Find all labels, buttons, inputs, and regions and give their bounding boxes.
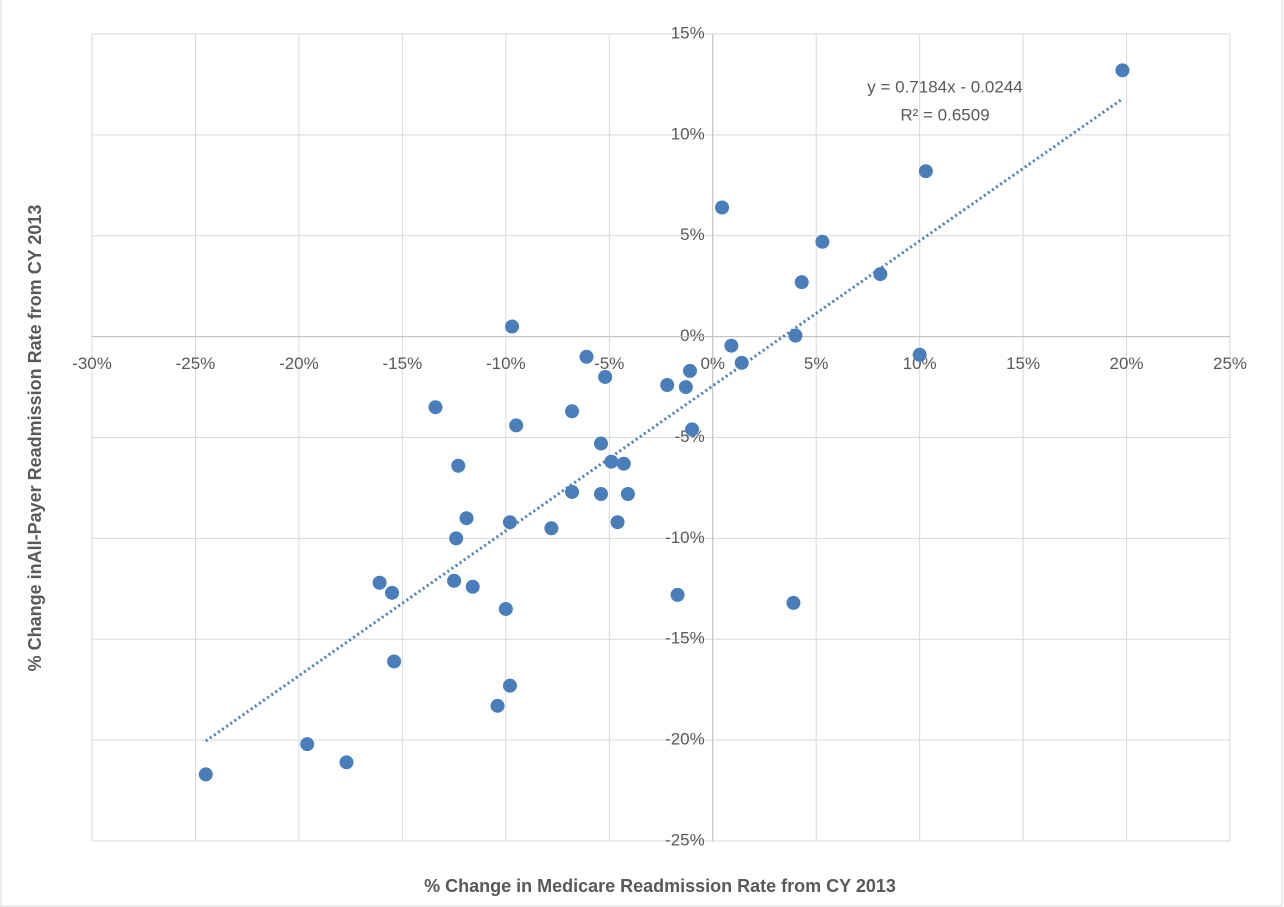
point <box>490 698 505 713</box>
point <box>670 587 685 602</box>
point <box>660 378 675 393</box>
point <box>502 678 517 693</box>
y-tick-label: -20% <box>665 730 705 749</box>
point <box>449 531 464 546</box>
point <box>912 347 927 362</box>
point <box>788 328 803 343</box>
point <box>465 579 480 594</box>
point <box>685 422 700 437</box>
point <box>372 575 387 590</box>
point <box>678 380 693 395</box>
y-tick-label: 5% <box>680 225 705 244</box>
x-tick-label: 10% <box>903 354 937 373</box>
equation: y = 0.7184x - 0.0244 <box>867 77 1022 96</box>
point <box>616 456 631 471</box>
point <box>459 511 474 526</box>
x-tick-label: -30% <box>72 354 112 373</box>
trendline <box>204 97 1124 743</box>
x-tick-label: 15% <box>1006 354 1040 373</box>
point <box>447 573 462 588</box>
point <box>598 369 613 384</box>
x-tick-label: -25% <box>176 354 216 373</box>
y-tick-label: 15% <box>671 23 705 42</box>
point <box>198 767 213 782</box>
point <box>794 275 809 290</box>
point <box>873 267 888 282</box>
x-tick-label: 5% <box>804 354 829 373</box>
y-axis-title: % Change inAll-Payer Readmission Rate fr… <box>25 205 45 672</box>
point <box>682 363 697 378</box>
point <box>610 515 625 530</box>
x-tick-label: 25% <box>1213 354 1247 373</box>
x-tick-label: -5% <box>594 354 624 373</box>
point <box>451 458 466 473</box>
point <box>385 585 400 600</box>
point <box>815 234 830 249</box>
point <box>505 319 520 334</box>
point <box>498 601 513 616</box>
point <box>724 338 739 353</box>
x-tick-label: -20% <box>279 354 319 373</box>
point <box>734 355 749 370</box>
point <box>918 164 933 179</box>
point <box>565 404 580 419</box>
x-tick-label: -15% <box>383 354 423 373</box>
y-tick-label: 0% <box>680 326 705 345</box>
x-tick-label: 20% <box>1110 354 1144 373</box>
point <box>509 418 524 433</box>
y-tick-label: -25% <box>665 830 705 849</box>
y-tick-label: 10% <box>671 124 705 143</box>
r-squared: R² = 0.6509 <box>900 105 989 124</box>
point <box>502 515 517 530</box>
point <box>300 737 315 752</box>
point <box>786 595 801 610</box>
point <box>428 400 443 415</box>
point <box>565 484 580 499</box>
point <box>715 200 730 215</box>
x-axis-title: % Change in Medicare Readmission Rate fr… <box>424 876 896 896</box>
y-tick-label: -10% <box>665 528 705 547</box>
point <box>544 521 559 536</box>
point <box>593 436 608 451</box>
point <box>593 486 608 501</box>
point <box>339 755 354 770</box>
point <box>620 486 635 501</box>
y-tick-label: -15% <box>665 629 705 648</box>
point <box>1115 63 1130 78</box>
point <box>579 349 594 364</box>
point <box>387 654 402 669</box>
x-tick-label: -10% <box>486 354 526 373</box>
point <box>604 454 619 469</box>
